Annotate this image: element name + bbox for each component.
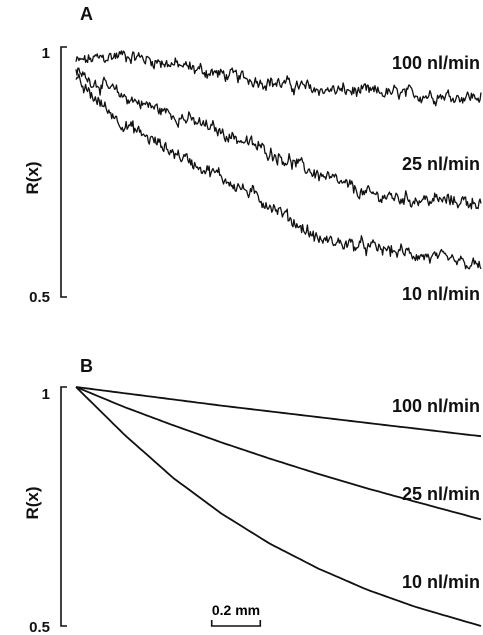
scale-bar-line: [210, 620, 262, 627]
panel-a-letter: A: [80, 4, 93, 24]
panel-b: B R(x) 1 0.5 100 nl/min 25 nl/min 10 nl/…: [23, 356, 482, 635]
panel-b-y-axis: [60, 386, 67, 627]
panel-a: A R(x) 1 0.5 100 nl/min 25 nl/min 10 nl/…: [23, 4, 482, 306]
panel-a-series-100-line: [75, 50, 482, 107]
panel-b-ytick-bottom: 0.5: [29, 619, 50, 635]
scale-bar: 0.2 mm: [210, 602, 262, 627]
panel-a-y-axis-label: R(x): [23, 161, 42, 194]
panel-b-series-100-line: [75, 386, 482, 438]
panel-b-series-25-line: [75, 386, 482, 521]
panel-b-y-axis-label: R(x): [23, 486, 42, 519]
panel-a-series-label-25: 25 nl/min: [402, 154, 480, 174]
panel-a-series-label-10: 10 nl/min: [402, 284, 480, 304]
panel-b-series-label-100: 100 nl/min: [392, 396, 480, 416]
panel-b-series-label-25: 25 nl/min: [402, 484, 480, 504]
scale-bar-label: 0.2 mm: [212, 602, 260, 618]
panel-a-series-label-100: 100 nl/min: [392, 53, 480, 73]
panel-b-ytick-top: 1: [42, 386, 50, 403]
panel-b-letter: B: [80, 356, 93, 376]
panel-a-ytick-top: 1: [42, 45, 50, 62]
panel-a-series-25-line: [75, 67, 482, 210]
panel-a-ytick-bottom: 0.5: [29, 289, 50, 306]
panel-a-series-10-line: [75, 73, 482, 270]
panel-a-y-axis: [60, 46, 67, 298]
panel-b-series-label-10: 10 nl/min: [402, 572, 480, 592]
panel-b-series-10-line: [75, 386, 482, 627]
